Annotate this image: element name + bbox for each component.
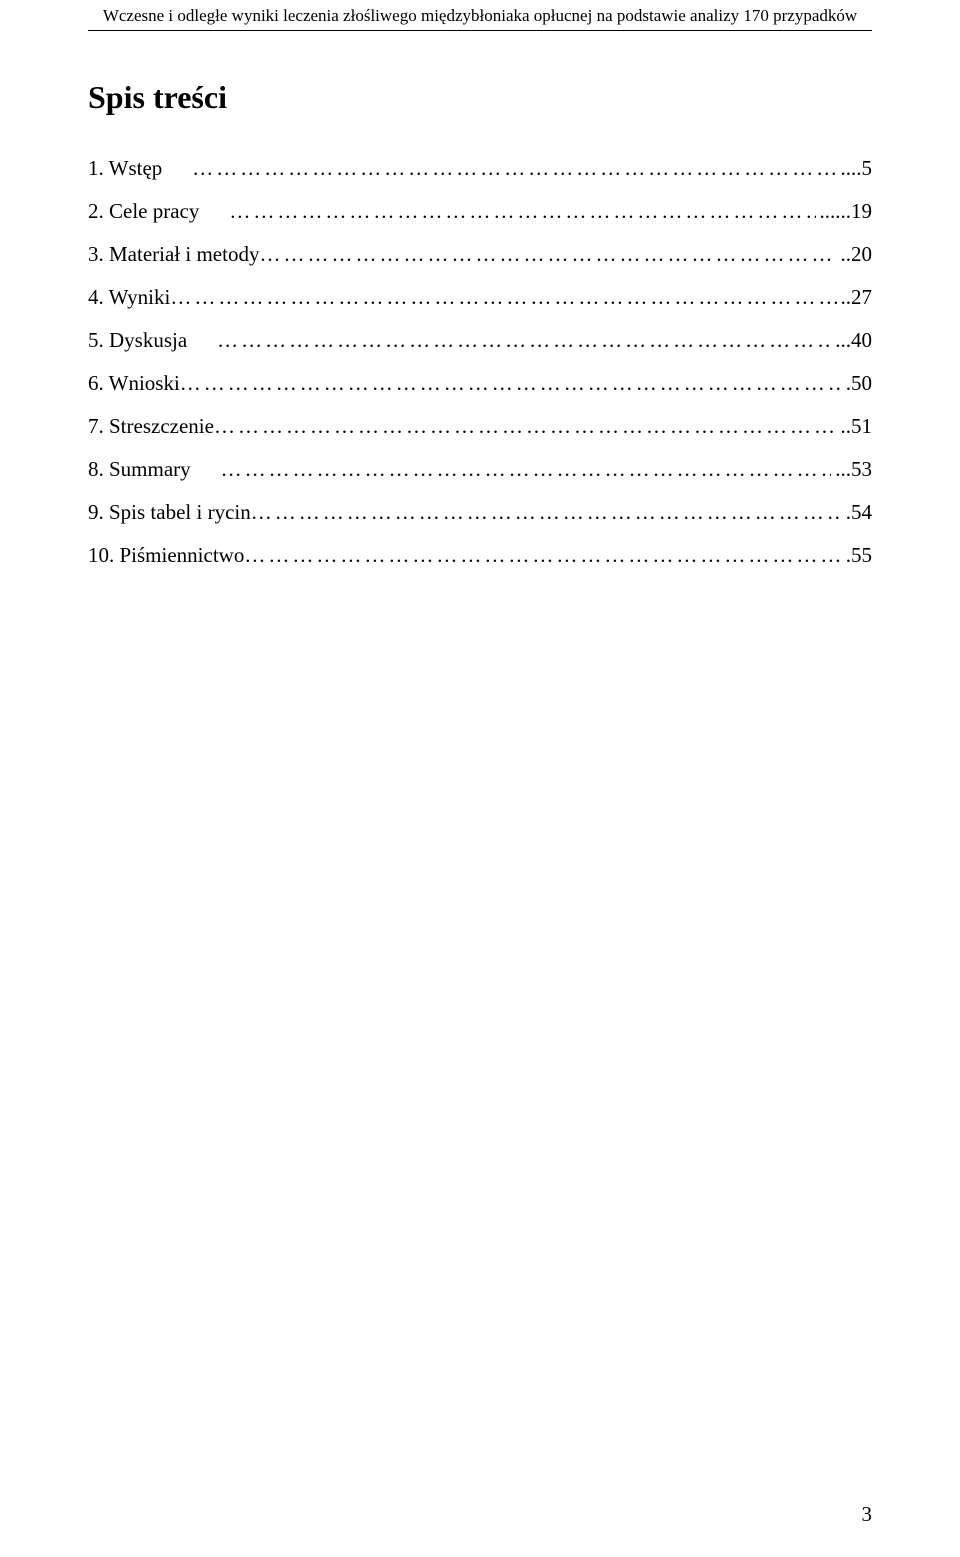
page-title: Spis treści: [88, 79, 872, 116]
toc-leader-dots: ……………………………………………………………………………………………………………: [192, 156, 836, 181]
toc-row: 9. Spis tabel i rycin……………………………………………………: [88, 500, 872, 525]
toc-page-number: ..20: [837, 242, 873, 267]
toc-label: 2. Cele pracy: [88, 199, 199, 224]
toc-page-number: .50: [842, 371, 872, 396]
toc-leader-dots: ……………………………………………………………………………………………………………: [214, 414, 837, 439]
toc-leader-dots: ……………………………………………………………………………………………………………: [244, 543, 841, 568]
toc-label: 3. Materiał i metody: [88, 242, 259, 267]
toc-leader-dots: ……………………………………………………………………………………………………………: [217, 328, 831, 353]
toc-page-number: .54: [842, 500, 872, 525]
toc-leader-dots: ……………………………………………………………………………………………………………: [180, 371, 842, 396]
toc-leader-dots: ……………………………………………………………………………………………………………: [229, 199, 815, 224]
toc-page-number: ..27: [837, 285, 873, 310]
table-of-contents: 1. Wstęp ………………………………………………………………………………………: [88, 156, 872, 568]
toc-page-number: ...53: [831, 457, 872, 482]
toc-label: 1. Wstęp: [88, 156, 162, 181]
toc-leader-dots: ……………………………………………………………………………………………………………: [221, 457, 832, 482]
toc-row: 7. Streszczenie……………………………………………………………………: [88, 414, 872, 439]
toc-page-number: ......19: [816, 199, 873, 224]
toc-label: 9. Spis tabel i rycin: [88, 500, 251, 525]
toc-row: 4. Wyniki……………………………………………………………………………………: [88, 285, 872, 310]
toc-row: 2. Cele pracy …………………………………………………………………………: [88, 199, 872, 224]
toc-page-number: ....5: [837, 156, 873, 181]
running-header: Wczesne i odległe wyniki leczenia złośli…: [88, 0, 872, 31]
toc-page-number: ..51: [837, 414, 873, 439]
toc-label: 8. Summary: [88, 457, 191, 482]
toc-label: 4. Wyniki: [88, 285, 170, 310]
toc-page-number: .55: [842, 543, 872, 568]
toc-row: 10. Piśmiennictwo………………………………………………………………: [88, 543, 872, 568]
toc-label: 6. Wnioski: [88, 371, 180, 396]
toc-leader-dots: ……………………………………………………………………………………………………………: [259, 242, 836, 267]
toc-label: 10. Piśmiennictwo: [88, 543, 244, 568]
toc-row: 1. Wstęp ………………………………………………………………………………………: [88, 156, 872, 181]
toc-label: 7. Streszczenie: [88, 414, 214, 439]
toc-label: 5. Dyskusja: [88, 328, 187, 353]
page-number: 3: [862, 1502, 873, 1527]
toc-row: 6. Wnioski…………………………………………………………………………………: [88, 371, 872, 396]
toc-leader-dots: ……………………………………………………………………………………………………………: [251, 500, 842, 525]
toc-row: 8. Summary …………………………………………………………………………………: [88, 457, 872, 482]
toc-leader-dots: ……………………………………………………………………………………………………………: [170, 285, 836, 310]
toc-row: 3. Materiał i metody………………………………………………………: [88, 242, 872, 267]
toc-page-number: ...40: [831, 328, 872, 353]
toc-row: 5. Dyskusja ………………………………………………………………………………: [88, 328, 872, 353]
